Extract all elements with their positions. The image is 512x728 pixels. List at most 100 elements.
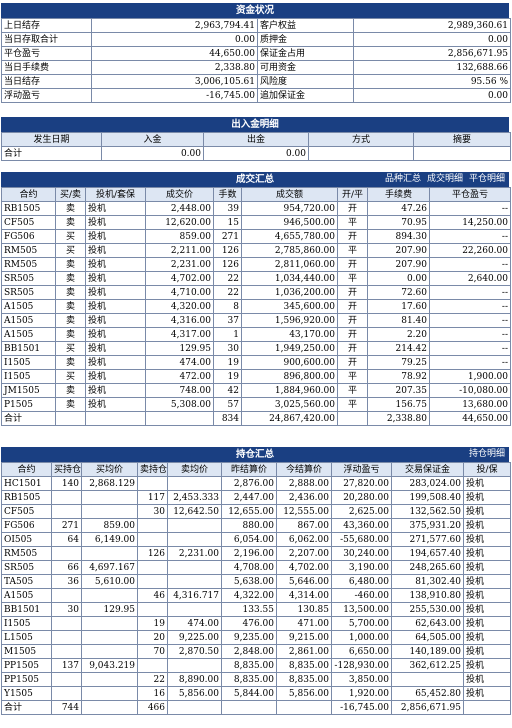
table-cell: 126 bbox=[213, 243, 242, 258]
table-cell bbox=[137, 602, 168, 617]
table-cell: 19 bbox=[213, 355, 242, 370]
positions-header-row: 合约 买持仓 买均价 卖持仓 卖均价 昨结算价 今结算价 浮动盈亏 交易保证金 投/保 bbox=[1, 462, 511, 477]
table-cell: 3,025,560.00 bbox=[241, 397, 338, 412]
table-cell: 880.00 bbox=[221, 518, 277, 533]
table-cell: 466 bbox=[137, 700, 168, 715]
table-cell: 开/平 bbox=[337, 187, 368, 202]
table-cell: 46 bbox=[137, 588, 168, 603]
table-row: SR505 卖投机 4,702.00 22 1,034,440.00 平 0.00 2,640… bbox=[1, 271, 511, 286]
table-row: FG506 271 859.00 880.00 867.00 43,360.00 375,9… bbox=[1, 518, 511, 533]
table-cell: A1505 bbox=[1, 327, 56, 342]
table-cell: 834 bbox=[213, 411, 242, 426]
table-cell: 入金 bbox=[101, 132, 204, 147]
table-cell: 卖 bbox=[55, 313, 86, 328]
table-cell: 买均价 bbox=[81, 462, 138, 477]
positions-total-row: 合计 744 466 -16,745.00 2,856,671.95 bbox=[1, 700, 511, 715]
table-cell: 13,500.00 bbox=[331, 602, 392, 617]
table-cell bbox=[308, 146, 414, 161]
table-cell: 16 bbox=[137, 686, 168, 701]
table-cell bbox=[167, 518, 222, 533]
table-cell: 发生日期 bbox=[1, 132, 102, 147]
table-cell: I1505 bbox=[1, 355, 56, 370]
table-cell: 投机 bbox=[85, 313, 146, 328]
table-cell: 14,250.00 bbox=[429, 215, 511, 230]
table-cell bbox=[137, 518, 168, 533]
table-cell bbox=[51, 686, 82, 701]
table-cell: 4,314.00 bbox=[276, 588, 332, 603]
table-cell: 2,453.333 bbox=[167, 490, 222, 505]
fund-table: 上日结存 2,963,794.41 客户权益 2,989,360.61 当日存取合计 0.… bbox=[1, 18, 511, 103]
table-cell: 859.00 bbox=[145, 229, 214, 244]
table-cell: 81.40 bbox=[367, 313, 430, 328]
table-cell: 1 bbox=[213, 327, 242, 342]
table-cell: 2,848.00 bbox=[221, 644, 277, 659]
table-row: FG506 买投机 859.00 271 4,655,780.00 开 894.30 -- bbox=[1, 229, 511, 244]
table-cell bbox=[81, 546, 138, 561]
table-cell: 卖均价 bbox=[167, 462, 222, 477]
table-cell: 1,000.00 bbox=[331, 630, 392, 645]
table-cell: 投机 bbox=[463, 630, 511, 645]
table-cell: 271 bbox=[51, 518, 82, 533]
table-cell: A1505 bbox=[1, 299, 56, 314]
table-cell: 买 bbox=[55, 369, 86, 384]
positions-link-0[interactable]: 持仓明细 bbox=[468, 449, 505, 459]
table-cell: Y1505 bbox=[1, 686, 52, 701]
table-cell: 43,170.00 bbox=[241, 327, 338, 342]
table-cell bbox=[137, 658, 168, 673]
fund-row: 当日手续费 2,338.80 可用资金 132,688.66 bbox=[1, 60, 511, 75]
table-cell: 当日手续费 bbox=[1, 60, 92, 75]
table-cell: 70.95 bbox=[367, 215, 430, 230]
table-cell: 4,316.00 bbox=[145, 313, 214, 328]
table-cell: 合计 bbox=[1, 700, 52, 715]
table-cell: 昨结算价 bbox=[221, 462, 277, 477]
table-cell: 平 bbox=[337, 369, 368, 384]
cashflow-header-row: 发生日期 入金 出金 方式 摘要 bbox=[1, 132, 511, 147]
table-row: I1505 买投机 472.00 19 896,800.00 平 78.92 1,900.00 bbox=[1, 369, 511, 384]
table-cell: OI505 bbox=[1, 532, 52, 547]
table-row: L1505 20 9,225.00 9,235.00 9,215.00 1,000.00 6… bbox=[1, 630, 511, 645]
table-cell bbox=[51, 504, 82, 519]
table-cell: 95.56 % bbox=[353, 74, 511, 89]
table-cell: -- bbox=[429, 299, 511, 314]
trades-link-0[interactable]: 品种汇总 bbox=[384, 174, 421, 184]
table-cell bbox=[51, 588, 82, 603]
table-cell: 卖 bbox=[55, 271, 86, 286]
table-row: RM505 126 2,231.00 2,196.00 2,207.00 30,240.0… bbox=[1, 546, 511, 561]
table-cell: RM505 bbox=[1, 546, 52, 561]
table-cell: 2,447.00 bbox=[221, 490, 277, 505]
table-cell: 44,650.00 bbox=[429, 411, 511, 426]
table-cell: 345,600.00 bbox=[241, 299, 338, 314]
table-cell: 1,884,960.00 bbox=[241, 383, 338, 398]
table-cell bbox=[137, 476, 168, 491]
table-cell: 4,320.00 bbox=[145, 299, 214, 314]
table-cell: 271,577.60 bbox=[391, 532, 464, 547]
table-row: PP1505 137 9,043.219 8,835.00 8,835.00 -128,9… bbox=[1, 658, 511, 673]
table-cell: 30 bbox=[51, 602, 82, 617]
table-cell: TA505 bbox=[1, 574, 52, 589]
table-cell: 2,338.80 bbox=[91, 60, 258, 75]
table-cell: 投机 bbox=[85, 215, 146, 230]
table-cell: 2,989,360.61 bbox=[353, 18, 511, 33]
trades-link-2[interactable]: 平仓明细 bbox=[468, 174, 505, 184]
table-cell bbox=[81, 630, 138, 645]
table-cell: 8,890.00 bbox=[167, 672, 222, 687]
table-cell: CF505 bbox=[1, 215, 56, 230]
table-cell: 0.00 bbox=[203, 146, 309, 161]
table-cell bbox=[51, 644, 82, 659]
table-row: SR505 66 4,697.167 4,708.00 4,702.00 3,190.00… bbox=[1, 560, 511, 575]
table-cell: 合约 bbox=[1, 187, 56, 202]
table-row: RM505 卖投机 2,231.00 126 2,811,060.00 开 207.90 -- bbox=[1, 257, 511, 272]
table-cell: 5,700.00 bbox=[331, 616, 392, 631]
table-cell: SR505 bbox=[1, 285, 56, 300]
table-cell: 投机 bbox=[85, 229, 146, 244]
table-cell: -- bbox=[429, 257, 511, 272]
table-cell: 成交额 bbox=[241, 187, 338, 202]
table-cell: 43,360.00 bbox=[331, 518, 392, 533]
table-cell bbox=[167, 658, 222, 673]
table-cell: 平仓盈亏 bbox=[1, 46, 92, 61]
table-cell: 投机 bbox=[463, 602, 511, 617]
table-cell: 可用资金 bbox=[257, 60, 354, 75]
table-cell: 投机 bbox=[463, 574, 511, 589]
table-cell: 207.90 bbox=[367, 243, 430, 258]
trades-link-1[interactable]: 成交明细 bbox=[426, 174, 463, 184]
